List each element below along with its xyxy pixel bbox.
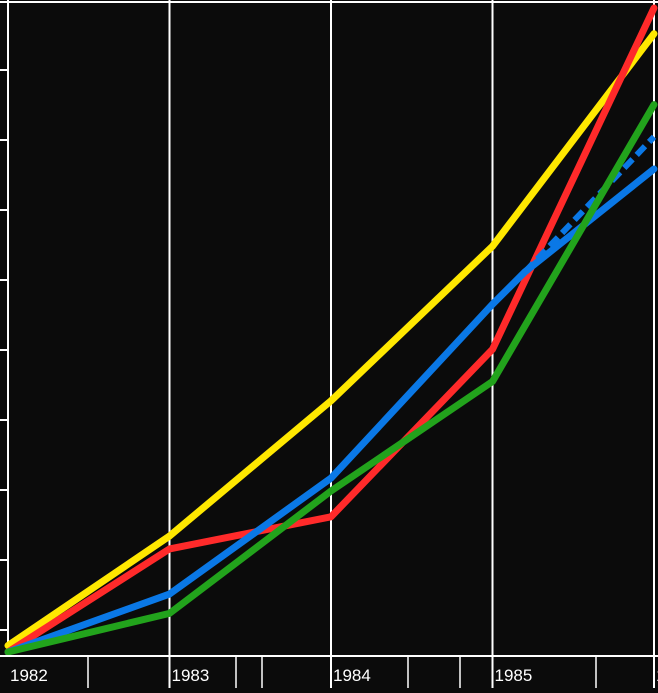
x-tick-label-1983: 1983 xyxy=(172,666,210,685)
x-tick-label-1984: 1984 xyxy=(333,666,371,685)
x-tick-label-1982: 1982 xyxy=(10,666,48,685)
x-tick-label-1985: 1985 xyxy=(495,666,533,685)
